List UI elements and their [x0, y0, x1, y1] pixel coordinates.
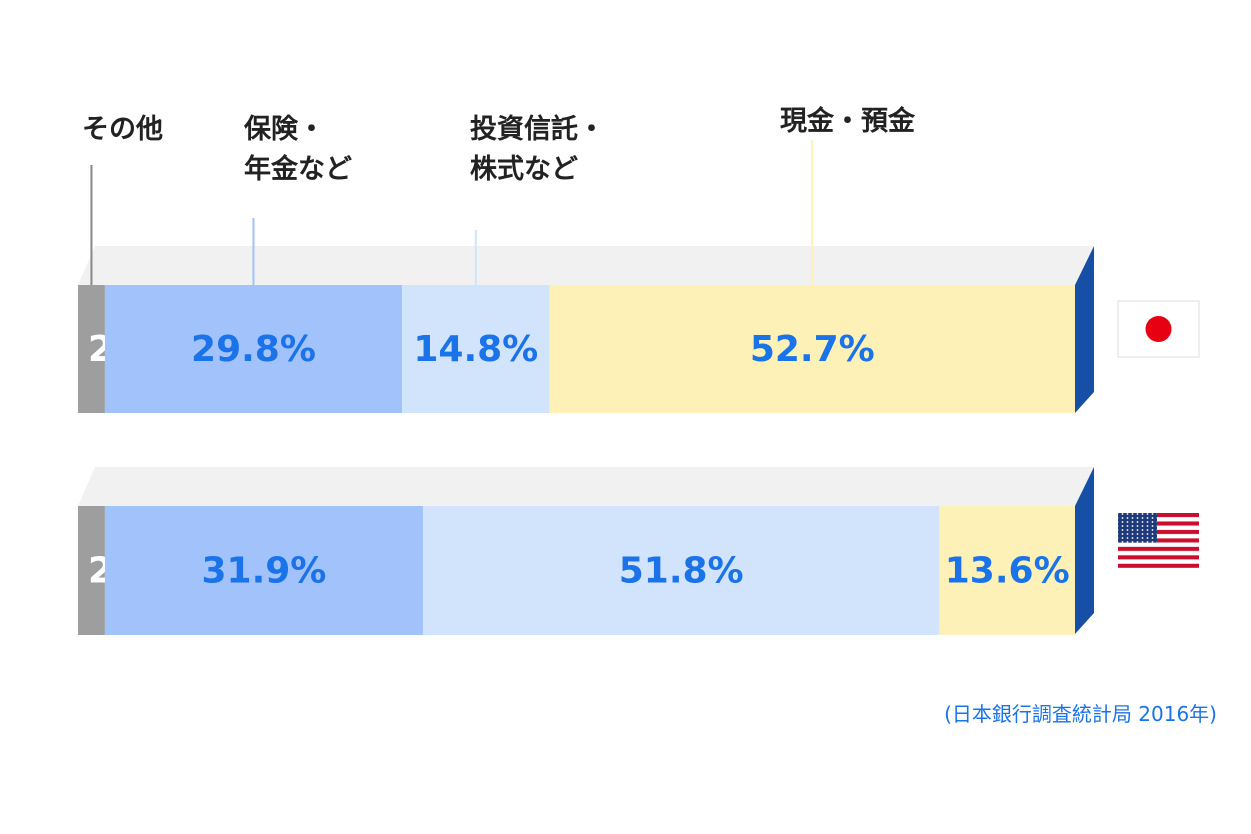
flag-japan: [1117, 300, 1200, 358]
value-label: 13.6%: [945, 551, 1070, 592]
bar-segment: [549, 285, 1075, 413]
value-label: 52.7%: [750, 329, 875, 370]
bar-top: [78, 467, 1094, 506]
bar-top: [78, 246, 1094, 285]
legend-label: 現金・預金: [780, 106, 915, 137]
bar-segment: [78, 506, 105, 635]
bar-segment: [939, 506, 1075, 635]
bar-segment: [422, 506, 940, 635]
bar-segment: [104, 285, 403, 413]
value-label: 14.8%: [413, 329, 538, 370]
bar-side: [1075, 467, 1094, 634]
value-label: 31.9%: [201, 551, 326, 592]
legend-label: 保険・ 年金など: [244, 114, 352, 185]
legend-label: 投資信託・ 株式など: [470, 114, 605, 185]
bar-segment: [104, 506, 423, 635]
source-note: (日本銀行調査統計局 2016年): [944, 702, 1217, 726]
bar-segment: [78, 285, 105, 413]
value-label: 51.8%: [619, 551, 744, 592]
value-label: 29.8%: [191, 329, 316, 370]
bar-side: [1075, 246, 1094, 413]
legend-label: その他: [82, 114, 163, 145]
bar-segment: [402, 285, 550, 413]
flag-us: [1118, 513, 1199, 568]
